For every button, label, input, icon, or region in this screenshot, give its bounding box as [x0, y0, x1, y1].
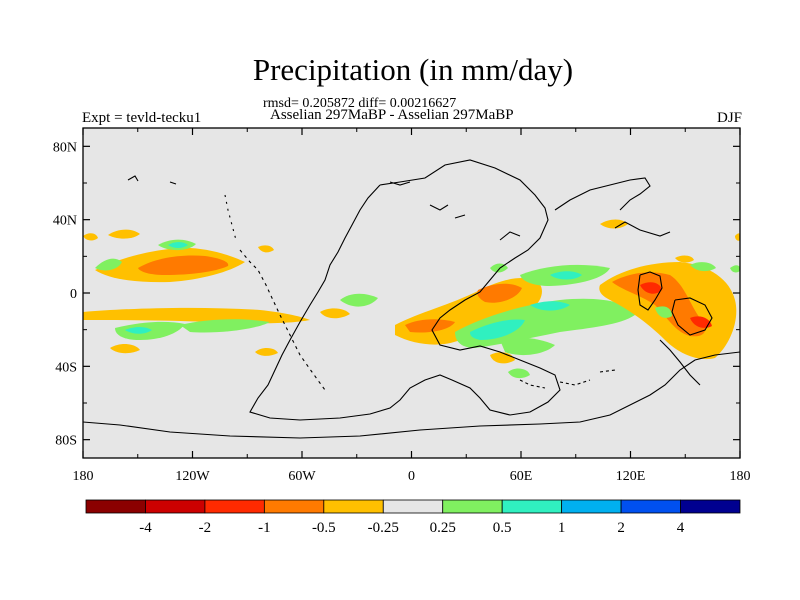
anomaly-north-pacific-red [138, 255, 229, 275]
anomaly-east-green-far [730, 265, 740, 273]
colorbar-swatch [442, 499, 503, 514]
colorbar-label: 0.25 [430, 520, 456, 536]
x-tick-label: 180 [73, 469, 94, 484]
anomaly-panthalassa-orange [320, 308, 350, 319]
x-tick-label: 120W [175, 469, 210, 484]
colorbar-label: -4 [139, 520, 152, 536]
east-island-coast [671, 297, 713, 336]
anomaly-small-orange [258, 245, 274, 253]
y-tick-label: 80N [53, 140, 77, 155]
axis-ticks: 180 120W 60W 0 60E 120E 180 80N 40N 0 40S 80S [53, 128, 751, 484]
north-islands [389, 181, 521, 241]
stats-line: rmsd= 0.205872 diff= 0.00216627 [263, 96, 457, 111]
anomaly-north-pacific-orange-3 [83, 233, 98, 241]
anomaly-tethys-red-2 [477, 283, 522, 303]
anomaly-tethys-cyan [470, 319, 525, 340]
north-east-coast [614, 221, 671, 237]
anomaly-panthalassa-green [340, 293, 378, 307]
anomaly-south-pacific-orange [83, 307, 310, 324]
anomaly-south-pacific-cyan [125, 327, 152, 334]
x-tick-label: 60E [510, 469, 533, 484]
colorbar-swatch [263, 499, 325, 514]
x-tick-label: 0 [408, 469, 415, 484]
colorbar-swatch [561, 499, 622, 514]
anomaly-north-pacific-cyan [168, 242, 188, 248]
pangea-coastline [249, 159, 561, 421]
y-tick-label: 80S [55, 434, 77, 449]
arctic-fragments [127, 175, 177, 185]
colorbar-label: -2 [199, 520, 212, 536]
y-tick-label: 40N [53, 214, 77, 229]
anomaly-east-deepred [640, 282, 662, 294]
south-islands [519, 369, 616, 389]
experiment-label: Expt = tevld-tecku1 [82, 110, 202, 126]
y-tick-label: 0 [70, 287, 77, 302]
coastlines [83, 159, 740, 439]
colorbar-swatch [145, 499, 206, 514]
west-coast-segments [239, 249, 326, 391]
west-islands [224, 194, 237, 241]
colorbar-label: 2 [617, 520, 625, 536]
chart-title: Precipitation (in mm/day) [252, 52, 574, 87]
colorbar-swatch [501, 499, 563, 514]
anomaly-tethys-red [405, 319, 455, 333]
cathaysia-coast [637, 271, 663, 311]
colorbar: -4 -2 -1 -0.5 -0.25 0.25 0.5 1 2 4 [85, 499, 741, 536]
x-tick-label: 120E [616, 469, 646, 484]
anomaly-east-orange-3 [600, 219, 628, 229]
colorbar-label: 4 [677, 520, 685, 536]
comparison-subtitle: Asselian 297MaBP - Asselian 297MaBP [270, 107, 514, 123]
colorbar-swatch [382, 499, 444, 514]
anomaly-east-red [612, 272, 706, 337]
colorbar-swatch [620, 499, 681, 514]
anomaly-south-pacific-orange-2 [110, 344, 140, 354]
anomaly-east-orange-edge [735, 233, 740, 241]
colorbar-swatch [204, 499, 265, 514]
anomaly-north-pacific-green [95, 258, 122, 271]
colorbar-label: 0.5 [493, 520, 512, 536]
colorbar-label: -0.25 [368, 520, 399, 536]
colorbar-swatch [85, 499, 146, 514]
anomaly-south-pacific-green-2 [180, 319, 270, 333]
anomaly-east-green-2 [690, 262, 716, 272]
anomaly-central-cyan [550, 271, 582, 280]
anomaly-east-green [655, 306, 672, 318]
y-tick-label: 40S [55, 360, 77, 375]
anomaly-east-deepred-2 [690, 316, 712, 328]
precip-anomaly-field [83, 219, 740, 379]
season-label: DJF [716, 110, 742, 126]
anomaly-tethys-green-3 [508, 368, 530, 379]
colorbar-label: -0.5 [312, 520, 336, 536]
anomaly-south-pacific-orange-3 [255, 347, 278, 356]
anomaly-north-pacific-orange-2 [108, 229, 140, 239]
south-east-coast [659, 339, 701, 386]
anomaly-east-orange-2 [675, 255, 694, 263]
anomaly-tethys-green-2 [500, 337, 555, 356]
south-pole-coastline [83, 351, 740, 439]
colorbar-swatch [680, 499, 741, 514]
anomaly-tethys-cyan-2 [530, 301, 570, 311]
x-tick-label: 180 [730, 469, 751, 484]
colorbar-swatch [323, 499, 384, 514]
colorbar-label: 1 [558, 520, 566, 536]
east-landmass-coast [554, 177, 651, 211]
x-tick-label: 60W [288, 469, 316, 484]
colorbar-label: -1 [258, 520, 271, 536]
